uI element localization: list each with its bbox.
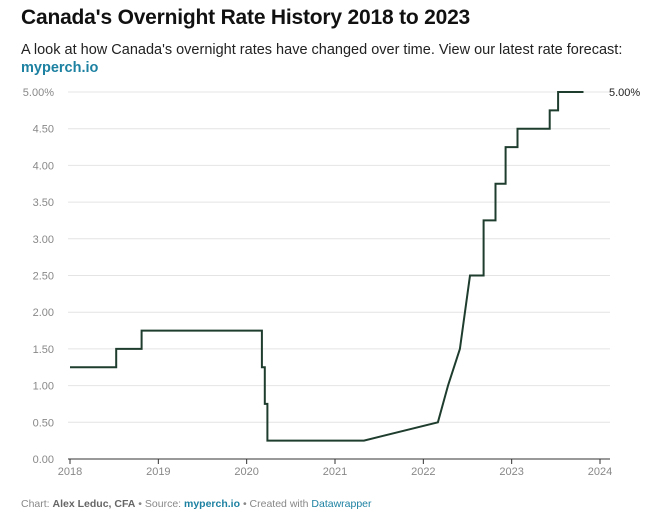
y-tick-label: 0.50: [33, 417, 54, 429]
footer-datawrapper-link[interactable]: Datawrapper: [311, 498, 372, 510]
y-tick-label: 2.00: [33, 307, 54, 319]
y-tick-label: 5.00%: [23, 87, 54, 99]
chart-footer: Chart: Alex Leduc, CFA • Source: myperch…: [21, 498, 372, 510]
x-tick-label: 2023: [499, 466, 523, 478]
x-tick-label: 2021: [323, 466, 347, 478]
y-tick-label: 0.00: [33, 454, 54, 466]
x-tick-label: 2020: [234, 466, 258, 478]
x-tick-label: 2022: [411, 466, 435, 478]
footer-source-link[interactable]: myperch.io: [184, 498, 241, 510]
x-tick-label: 2024: [588, 466, 612, 478]
y-tick-label: 2.50: [33, 271, 54, 283]
end-value-label: 5.00%: [609, 87, 640, 99]
subtitle-link[interactable]: myperch.io: [21, 60, 99, 76]
y-tick-label: 3.50: [33, 197, 54, 209]
footer-source-prefix: • Source:: [135, 498, 184, 510]
footer-author: Alex Leduc, CFA: [52, 498, 136, 510]
y-tick-label: 1.50: [33, 344, 54, 356]
chart-subtitle: A look at how Canada's overnight rates h…: [21, 41, 651, 77]
y-tick-label: 4.50: [33, 124, 54, 136]
y-tick-label: 1.00: [33, 381, 54, 393]
footer-created-prefix: • Created with: [240, 498, 312, 510]
footer-chart-prefix: Chart:: [21, 498, 53, 510]
overnight-rate-line: [70, 91, 584, 442]
y-tick-label: 3.00: [33, 234, 54, 246]
subtitle-text: A look at how Canada's overnight rates h…: [21, 42, 623, 58]
x-tick-label: 2018: [58, 466, 82, 478]
x-tick-label: 2019: [146, 466, 170, 478]
chart-title: Canada's Overnight Rate History 2018 to …: [21, 6, 471, 29]
y-tick-label: 4.00: [33, 160, 54, 172]
